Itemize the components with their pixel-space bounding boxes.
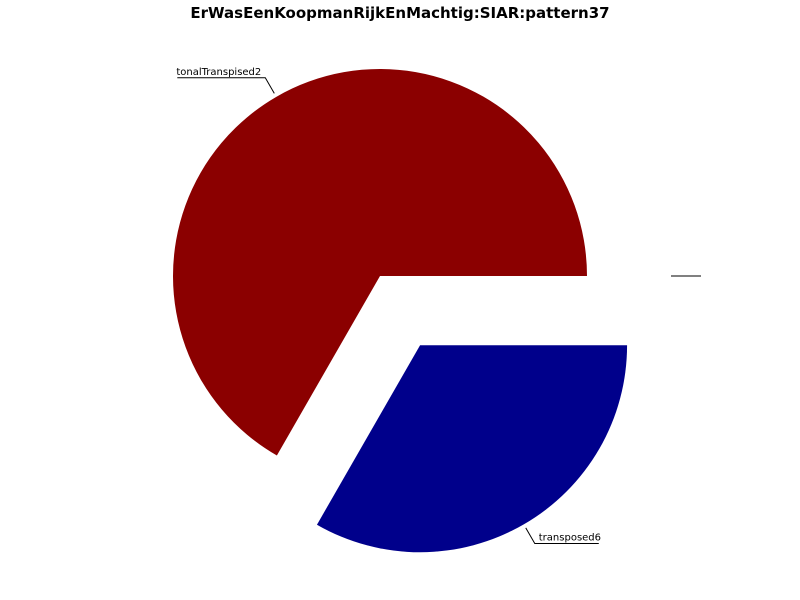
pie-leader-1 (525, 527, 599, 544)
pie-labels: tonalTranspised2 transposed6 (176, 67, 701, 544)
pie-leader-0 (177, 77, 275, 94)
pie-label-1: transposed6 (539, 532, 601, 543)
pie-slice-0 (172, 68, 587, 456)
pie-label-0: tonalTranspised2 (176, 67, 261, 78)
pie-slices (172, 68, 628, 553)
pie-slice-1 (316, 345, 628, 553)
chart-title: ErWasEenKoopmanRijkEnMachtig:SIAR:patter… (190, 4, 609, 22)
